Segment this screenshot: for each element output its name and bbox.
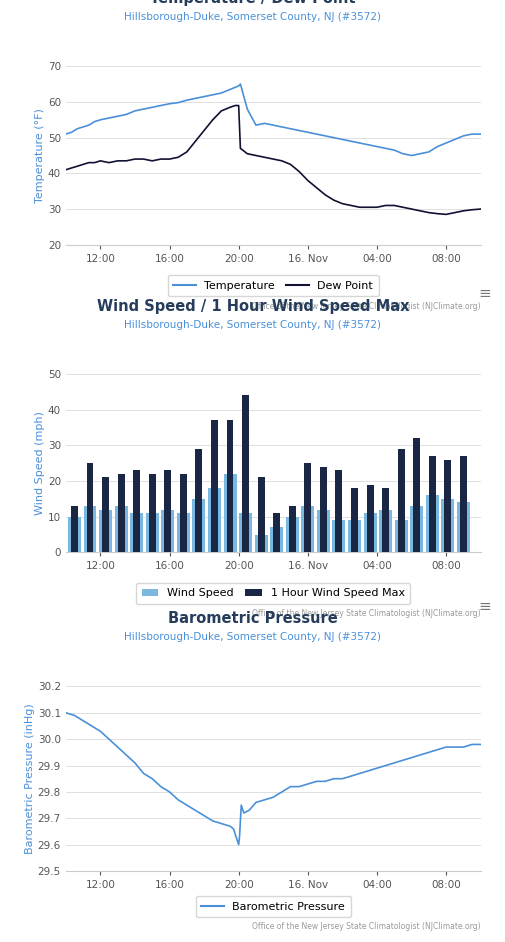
Y-axis label: Temperature (°F): Temperature (°F) — [35, 108, 45, 203]
Bar — [239, 513, 251, 552]
Bar — [456, 502, 469, 552]
Bar — [332, 520, 345, 552]
Bar — [288, 506, 295, 552]
Bar — [133, 470, 140, 552]
Text: Office of the New Jersey State Climatologist (NJClimate.org): Office of the New Jersey State Climatolo… — [251, 922, 480, 931]
Bar — [347, 520, 360, 552]
Bar — [425, 495, 438, 552]
Text: Wind Speed / 1 Hour Wind Speed Max: Wind Speed / 1 Hour Wind Speed Max — [96, 299, 409, 314]
Bar — [192, 499, 205, 552]
Bar — [115, 506, 127, 552]
Text: Barometric Pressure: Barometric Pressure — [168, 611, 337, 626]
Bar — [71, 506, 78, 552]
Bar — [366, 484, 373, 552]
Bar — [443, 460, 450, 552]
Bar — [301, 506, 314, 552]
Bar — [335, 470, 342, 552]
Bar — [223, 474, 236, 552]
Bar — [161, 510, 174, 552]
Text: Office of the New Jersey State Climatologist (NJClimate.org): Office of the New Jersey State Climatolo… — [251, 301, 480, 311]
Bar — [363, 513, 376, 552]
Bar — [304, 463, 311, 552]
Bar — [381, 488, 388, 552]
Text: Office of the New Jersey State Climatologist (NJClimate.org): Office of the New Jersey State Climatolo… — [251, 609, 480, 619]
Bar — [86, 463, 93, 552]
Bar — [319, 467, 326, 552]
Bar — [285, 517, 298, 552]
Bar — [459, 456, 466, 552]
Bar — [440, 499, 453, 552]
Bar — [145, 513, 159, 552]
Bar — [208, 488, 221, 552]
Text: ≡: ≡ — [477, 599, 490, 614]
Bar — [270, 528, 283, 552]
Text: ≡: ≡ — [477, 286, 490, 301]
Text: Hillsborough-Duke, Somerset County, NJ (#3572): Hillsborough-Duke, Somerset County, NJ (… — [124, 319, 381, 330]
Bar — [102, 478, 109, 552]
Legend: Wind Speed, 1 Hour Wind Speed Max: Wind Speed, 1 Hour Wind Speed Max — [136, 583, 410, 604]
Bar — [254, 535, 267, 552]
Bar — [211, 420, 218, 552]
Bar — [428, 456, 435, 552]
Bar — [148, 474, 156, 552]
Bar — [257, 478, 264, 552]
Bar — [164, 470, 171, 552]
Bar — [242, 396, 248, 552]
Bar — [226, 420, 233, 552]
Bar — [180, 474, 186, 552]
Bar — [273, 513, 280, 552]
Legend: Barometric Pressure: Barometric Pressure — [195, 896, 350, 918]
Bar — [177, 513, 189, 552]
Bar — [68, 517, 81, 552]
Bar — [394, 520, 407, 552]
Bar — [99, 510, 112, 552]
Bar — [130, 513, 143, 552]
Bar — [410, 506, 422, 552]
Text: Hillsborough-Duke, Somerset County, NJ (#3572): Hillsborough-Duke, Somerset County, NJ (… — [124, 12, 381, 22]
Bar — [195, 449, 202, 552]
Y-axis label: Wind Speed (mph): Wind Speed (mph) — [35, 412, 45, 515]
Bar — [83, 506, 96, 552]
Y-axis label: Barometric Pressure (inHg): Barometric Pressure (inHg) — [25, 704, 35, 854]
Bar — [118, 474, 124, 552]
Legend: Temperature, Dew Point: Temperature, Dew Point — [168, 275, 378, 297]
Text: Hillsborough-Duke, Somerset County, NJ (#3572): Hillsborough-Duke, Somerset County, NJ (… — [124, 632, 381, 642]
Bar — [413, 438, 419, 552]
Bar — [316, 510, 329, 552]
Text: Temperature / Dew Point: Temperature / Dew Point — [150, 0, 355, 6]
Bar — [397, 449, 404, 552]
Bar — [378, 510, 391, 552]
Bar — [350, 488, 357, 552]
